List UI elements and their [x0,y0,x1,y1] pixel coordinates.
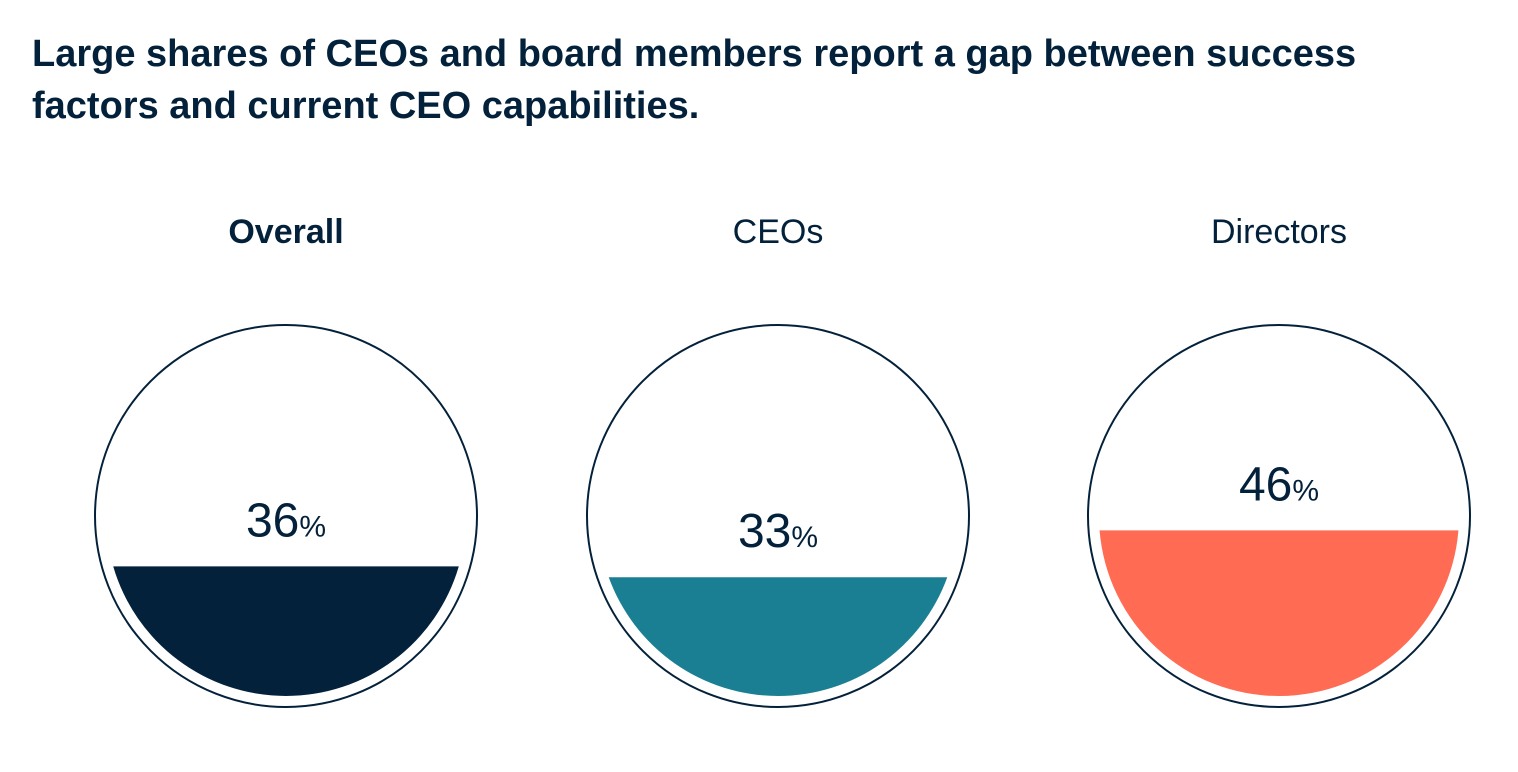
category-label-overall: Overall [228,213,343,251]
value-number: 36 [246,494,299,547]
chart-title: Large shares of CEOs and board members r… [32,33,1357,127]
value-label-ceos: 33% [738,505,818,558]
value-number: 33 [738,505,791,558]
value-label-overall: 36% [246,494,326,547]
value-unit: % [791,521,818,554]
value-number: 46 [1239,458,1292,511]
fill-segment-ceos [608,577,948,696]
category-label-ceos: CEOs [733,213,824,251]
value-label-directors: 46% [1239,458,1319,511]
value-unit: % [1292,474,1319,507]
category-label-directors: Directors [1211,213,1347,251]
fill-segment-directors [1099,530,1459,697]
value-unit: % [299,510,326,543]
fill-segment-overall [113,566,459,696]
